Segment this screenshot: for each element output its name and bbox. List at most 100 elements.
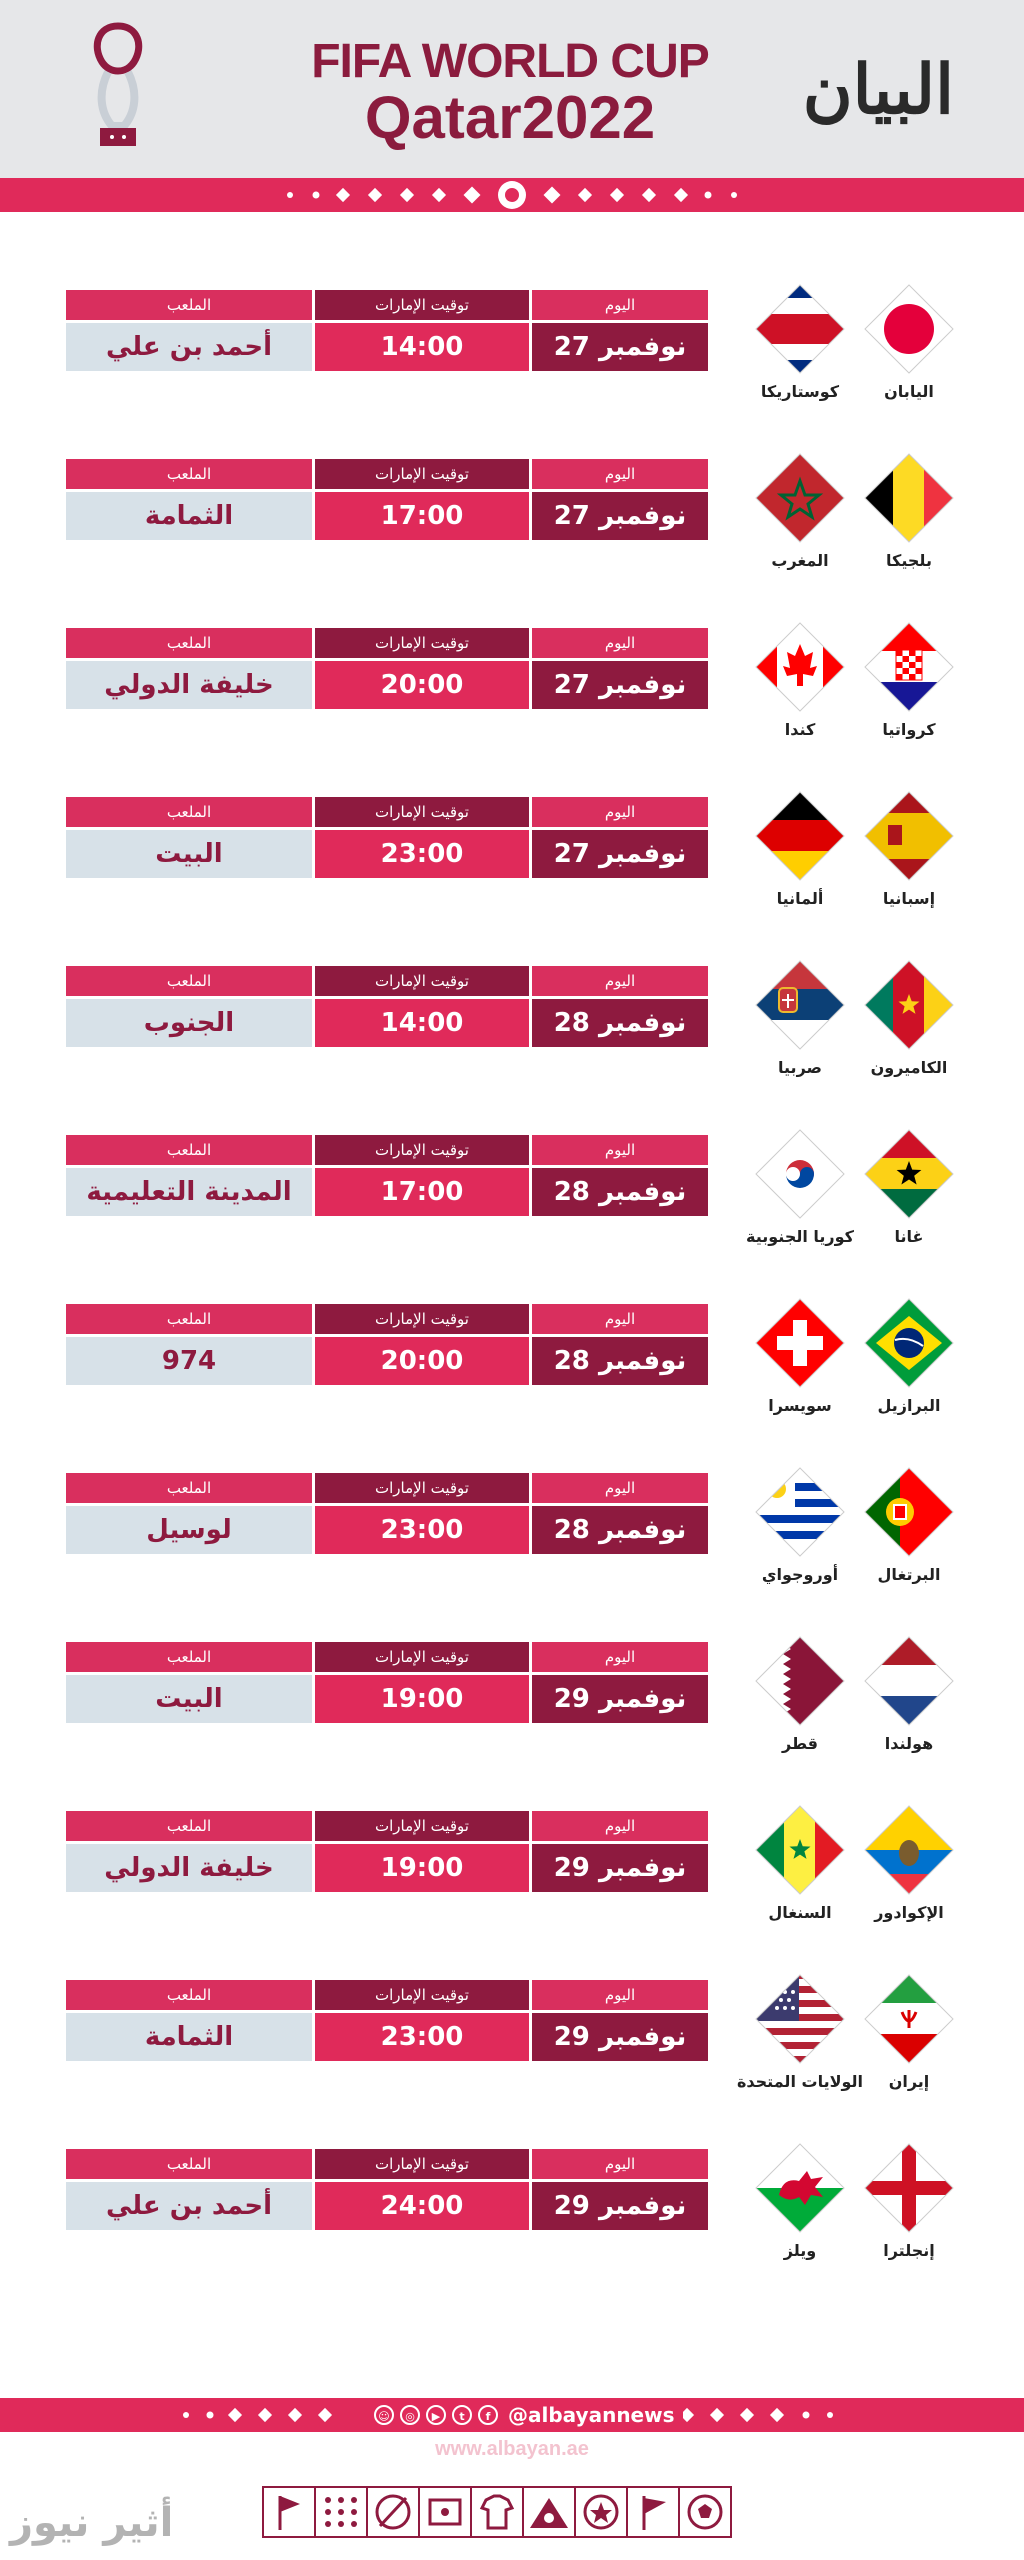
pennant-icon xyxy=(626,2486,680,2538)
stadium-value: الثمامة xyxy=(66,492,312,540)
match-table-values: خليفة الدولي 20:00 27 نوفمبر xyxy=(66,661,708,709)
time-header: توقيت الإمارات xyxy=(315,2149,529,2179)
day-value: 27 نوفمبر xyxy=(532,323,708,371)
stadium-header: الملعب xyxy=(66,1642,312,1672)
morocco-flag-icon xyxy=(753,451,847,545)
stadium-value: أحمد بن علي xyxy=(66,323,312,371)
match-table: الملعب توقيت الإمارات اليوم خليفة الدولي… xyxy=(66,628,708,709)
match-row: الملعب توقيت الإمارات اليوم الثمامة 17:0… xyxy=(0,445,1024,585)
instagram-icon[interactable]: ◎ xyxy=(400,2405,420,2425)
time-header: توقيت الإمارات xyxy=(315,966,529,996)
time-header: توقيت الإمارات xyxy=(315,290,529,320)
stadium-header: الملعب xyxy=(66,966,312,996)
stadium-value: البيت xyxy=(66,1675,312,1723)
time-value: 17:00 xyxy=(315,492,529,540)
team2-name: قطر xyxy=(781,1734,818,1753)
match-table: الملعب توقيت الإمارات اليوم البيت 19:00 … xyxy=(66,1642,708,1723)
match-table-header: الملعب توقيت الإمارات اليوم xyxy=(66,1473,708,1503)
match-row: الملعب توقيت الإمارات اليوم البيت 23:00 … xyxy=(0,783,1024,923)
snapchat-icon[interactable]: ☺ xyxy=(374,2405,394,2425)
time-header: توقيت الإمارات xyxy=(315,1135,529,1165)
match-table-values: الجنوب 14:00 28 نوفمبر xyxy=(66,999,708,1047)
stadium-value: لوسيل xyxy=(66,1506,312,1554)
match-row: الملعب توقيت الإمارات اليوم 974 20:00 28… xyxy=(0,1290,1024,1430)
stadium-value: الجنوب xyxy=(66,999,312,1047)
team2-name: كندا xyxy=(784,720,816,739)
youtube-icon[interactable]: ▶ xyxy=(426,2405,446,2425)
match-row: الملعب توقيت الإمارات اليوم أحمد بن علي … xyxy=(0,276,1024,416)
time-header: توقيت الإمارات xyxy=(315,1811,529,1841)
day-value: 29 نوفمبر xyxy=(532,1844,708,1892)
corner-flag-icon xyxy=(262,2486,316,2538)
day-header: اليوم xyxy=(532,797,708,827)
stadium-header: الملعب xyxy=(66,1135,312,1165)
team2-name: أوروجواي xyxy=(761,1565,839,1584)
shirt-icon xyxy=(470,2486,524,2538)
world-cup-emblem-icon xyxy=(93,22,143,146)
match-row: الملعب توقيت الإمارات اليوم أحمد بن علي … xyxy=(0,2135,1024,2275)
match-table: الملعب توقيت الإمارات اليوم الجنوب 14:00… xyxy=(66,966,708,1047)
day-header: اليوم xyxy=(532,1473,708,1503)
wales-flag-icon xyxy=(753,2141,847,2235)
match-table: الملعب توقيت الإمارات اليوم أحمد بن علي … xyxy=(66,290,708,371)
stadium-header: الملعب xyxy=(66,1980,312,2010)
day-header: اليوم xyxy=(532,2149,708,2179)
day-value: 28 نوفمبر xyxy=(532,1168,708,1216)
match-table-header: الملعب توقيت الإمارات اليوم xyxy=(66,1811,708,1841)
match-table: الملعب توقيت الإمارات اليوم 974 20:00 28… xyxy=(66,1304,708,1385)
stadium-header: الملعب xyxy=(66,290,312,320)
stadium-value: خليفة الدولي xyxy=(66,661,312,709)
match-table-header: الملعب توقيت الإمارات اليوم xyxy=(66,628,708,658)
day-value: 27 نوفمبر xyxy=(532,830,708,878)
match-table-header: الملعب توقيت الإمارات اليوم xyxy=(66,290,708,320)
match-table-header: الملعب توقيت الإمارات اليوم xyxy=(66,1980,708,2010)
match-row: الملعب توقيت الإمارات اليوم البيت 19:00 … xyxy=(0,1628,1024,1768)
team2-name: سويسرا xyxy=(768,1396,832,1415)
twitter-icon[interactable]: t xyxy=(452,2405,472,2425)
day-header: اليوم xyxy=(532,1304,708,1334)
portugal-flag-icon xyxy=(862,1465,956,1559)
facebook-icon[interactable]: f xyxy=(478,2405,498,2425)
team2-name: السنغال xyxy=(768,1903,832,1922)
website-url[interactable]: www.albayan.ae xyxy=(435,2438,589,2460)
day-header: اليوم xyxy=(532,1642,708,1672)
team1-name: اليابان xyxy=(884,382,934,401)
match-table-header: الملعب توقيت الإمارات اليوم xyxy=(66,1642,708,1672)
team2-name: صربيا xyxy=(778,1058,822,1077)
albayan-logo: البيان xyxy=(802,50,954,130)
match-table-values: الثمامة 17:00 27 نوفمبر xyxy=(66,492,708,540)
time-value: 23:00 xyxy=(315,1506,529,1554)
costa-rica-flag-icon xyxy=(753,282,847,376)
social-handle[interactable]: @albayannews xyxy=(508,2403,675,2427)
match-table-header: الملعب توقيت الإمارات اليوم xyxy=(66,966,708,996)
canada-flag-icon xyxy=(753,620,847,714)
title-line-2: Qatar2022 xyxy=(364,84,656,151)
match-table-header: الملعب توقيت الإمارات اليوم xyxy=(66,2149,708,2179)
day-value: 28 نوفمبر xyxy=(532,1506,708,1554)
time-header: توقيت الإمارات xyxy=(315,628,529,658)
time-header: توقيت الإمارات xyxy=(315,1473,529,1503)
stadium-header: الملعب xyxy=(66,1473,312,1503)
time-header: توقيت الإمارات xyxy=(315,459,529,489)
day-header: اليوم xyxy=(532,1980,708,2010)
stadium-header: الملعب xyxy=(66,459,312,489)
team2-name: ألمانيا xyxy=(776,889,824,908)
spain-flag-icon xyxy=(862,789,956,883)
team2-name: كوستاريكا xyxy=(760,382,840,401)
match-table: الملعب توقيت الإمارات اليوم البيت 23:00 … xyxy=(66,797,708,878)
croatia-flag-icon xyxy=(862,620,956,714)
switzerland-flag-icon xyxy=(753,1296,847,1390)
match-table-values: خليفة الدولي 19:00 29 نوفمبر xyxy=(66,1844,708,1892)
stadium-header: الملعب xyxy=(66,1811,312,1841)
time-value: 23:00 xyxy=(315,830,529,878)
day-header: اليوم xyxy=(532,459,708,489)
match-table-header: الملعب توقيت الإمارات اليوم xyxy=(66,797,708,827)
time-value: 20:00 xyxy=(315,1337,529,1385)
day-value: 28 نوفمبر xyxy=(532,999,708,1047)
match-table-values: لوسيل 23:00 28 نوفمبر xyxy=(66,1506,708,1554)
top-pattern-band xyxy=(0,178,1024,212)
team1-name: البرتغال xyxy=(877,1565,941,1584)
match-table: الملعب توقيت الإمارات اليوم الثمامة 23:0… xyxy=(66,1980,708,2061)
world-cup-title: FIFA WORLD CUP Qatar2022 xyxy=(290,38,730,148)
team1-name: البرازيل xyxy=(877,1396,941,1415)
